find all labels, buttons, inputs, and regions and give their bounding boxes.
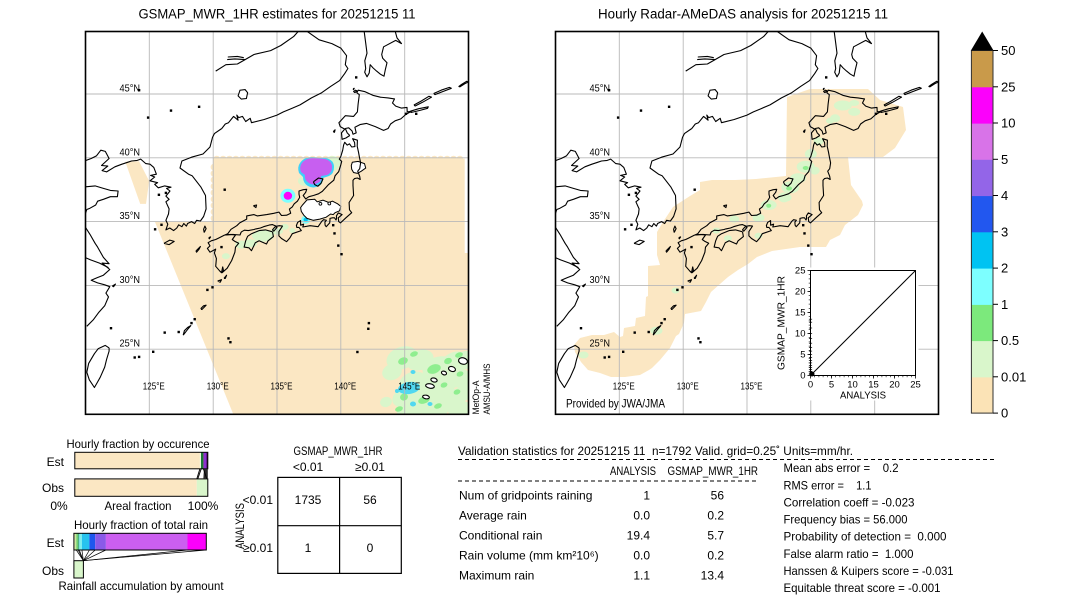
svg-text:1: 1 — [305, 541, 312, 555]
svg-text:Frequency bias = 56.000: Frequency bias = 56.000 — [784, 513, 908, 527]
svg-text:56: 56 — [363, 493, 377, 507]
svg-text:35°N: 35°N — [120, 210, 141, 222]
svg-text:0: 0 — [367, 541, 374, 555]
svg-text:Equitable threat score = -0.00: Equitable threat score = -0.001 — [784, 581, 941, 595]
svg-text:5: 5 — [1001, 152, 1008, 167]
svg-text:ANALYSIS: ANALYSIS — [610, 464, 656, 478]
svg-text:130°E: 130°E — [677, 380, 699, 392]
svg-text:45°N: 45°N — [590, 83, 611, 95]
svg-text:RMS error = 1.1: RMS error = 1.1 — [784, 478, 872, 492]
svg-text:25°N: 25°N — [590, 338, 611, 350]
svg-text:Correlation coeff = -0.023: Correlation coeff = -0.023 — [784, 495, 915, 509]
svg-text:40°N: 40°N — [590, 146, 611, 158]
svg-text:10: 10 — [1001, 116, 1015, 131]
svg-text:0.0: 0.0 — [633, 509, 650, 523]
svg-text:Rainfall accumulation by amoun: Rainfall accumulation by amount — [59, 579, 225, 593]
svg-text:False alarm ratio = 1.000: False alarm ratio = 1.000 — [784, 547, 914, 561]
svg-text:Provided by JWA/JMA: Provided by JWA/JMA — [566, 397, 665, 411]
svg-text:15: 15 — [795, 308, 806, 319]
svg-text:Est: Est — [47, 536, 65, 550]
svg-text:50: 50 — [1001, 43, 1015, 58]
svg-text:0.0: 0.0 — [633, 549, 650, 563]
svg-text:Obs: Obs — [42, 564, 64, 578]
svg-text:5: 5 — [800, 350, 805, 361]
svg-text:1735: 1735 — [295, 493, 322, 507]
svg-text:1: 1 — [1001, 297, 1008, 312]
svg-text:Hourly fraction by occurence: Hourly fraction by occurence — [67, 437, 210, 451]
svg-text:Rain volume (mm km²10⁶): Rain volume (mm km²10⁶) — [459, 549, 599, 563]
svg-text:4: 4 — [1001, 188, 1008, 203]
svg-text:30°N: 30°N — [590, 274, 611, 286]
svg-text:5: 5 — [829, 380, 834, 391]
svg-text:Mean abs error = 0.2: Mean abs error = 0.2 — [784, 461, 899, 475]
svg-text:Conditional rain: Conditional rain — [459, 529, 542, 543]
svg-text:Areal fraction: Areal fraction — [105, 499, 172, 513]
svg-text:Hourly Radar-AMeDAS analysis f: Hourly Radar-AMeDAS analysis for 2025121… — [598, 6, 888, 21]
svg-text:<0.01: <0.01 — [243, 493, 274, 507]
svg-text:GSMAP_MWR_1HR: GSMAP_MWR_1HR — [668, 464, 759, 478]
svg-text:13.4: 13.4 — [701, 569, 725, 583]
svg-text:Average rain: Average rain — [459, 509, 527, 523]
svg-text:25: 25 — [910, 380, 921, 391]
svg-text:1.1: 1.1 — [633, 569, 650, 583]
svg-text:0.01: 0.01 — [1001, 369, 1026, 384]
svg-text:56: 56 — [711, 489, 725, 503]
svg-text:0: 0 — [808, 380, 813, 391]
svg-text:25°N: 25°N — [120, 338, 141, 350]
svg-text:140°E: 140°E — [334, 380, 356, 392]
svg-text:GSMAP_MWR_1HR estimates for 20: GSMAP_MWR_1HR estimates for 20251215 11 — [139, 6, 416, 21]
svg-text:0%: 0% — [50, 499, 68, 513]
svg-text:ANALYSIS: ANALYSIS — [840, 390, 886, 402]
svg-text:15: 15 — [868, 380, 879, 391]
svg-text:<0.01: <0.01 — [293, 460, 324, 474]
svg-text:GSMAP_MWR_1HR: GSMAP_MWR_1HR — [294, 444, 383, 458]
svg-text:Hourly fraction of total rain: Hourly fraction of total rain — [74, 518, 208, 532]
svg-text:Hanssen & Kuipers score = -0.0: Hanssen & Kuipers score = -0.031 — [784, 564, 954, 578]
svg-text:19.4: 19.4 — [627, 529, 651, 543]
svg-text:100%: 100% — [188, 499, 219, 513]
svg-text:0: 0 — [800, 371, 805, 382]
svg-text:GSMAP_MWR_1HR: GSMAP_MWR_1HR — [776, 276, 788, 370]
svg-text:145°E: 145°E — [398, 380, 420, 392]
svg-text:0: 0 — [1001, 406, 1008, 421]
svg-text:20: 20 — [795, 287, 806, 298]
svg-text:135°E: 135°E — [271, 380, 293, 392]
svg-text:Est: Est — [47, 455, 65, 469]
svg-text:Probability of detection = 0.: Probability of detection = 0.000 — [784, 530, 947, 544]
svg-text:10: 10 — [795, 329, 806, 340]
svg-text:0.2: 0.2 — [707, 509, 724, 523]
svg-text:125°E: 125°E — [613, 380, 635, 392]
svg-text:10: 10 — [847, 380, 858, 391]
svg-text:Num of gridpoints raining: Num of gridpoints raining — [459, 489, 592, 503]
svg-text:0.5: 0.5 — [1001, 333, 1019, 348]
svg-text:0.2: 0.2 — [707, 549, 724, 563]
svg-text:20: 20 — [889, 380, 900, 391]
svg-text:30°N: 30°N — [120, 274, 141, 286]
svg-text:45°N: 45°N — [120, 83, 141, 95]
svg-text:2: 2 — [1001, 261, 1008, 276]
svg-text:125°E: 125°E — [143, 380, 165, 392]
svg-text:≥0.01: ≥0.01 — [243, 541, 273, 555]
svg-text:ANALYSIS: ANALYSIS — [233, 503, 247, 549]
svg-text:MetOp-A: MetOp-A — [471, 380, 482, 415]
svg-text:25: 25 — [1001, 79, 1015, 94]
svg-text:AMSU-A/MHS: AMSU-A/MHS — [482, 364, 493, 415]
svg-text:1: 1 — [643, 489, 650, 503]
svg-text:Maximum rain: Maximum rain — [459, 569, 534, 583]
svg-text:135°E: 135°E — [741, 380, 763, 392]
svg-text:Validation statistics for 2025: Validation statistics for 20251215 11 n=… — [458, 444, 853, 458]
svg-text:≥0.01: ≥0.01 — [355, 460, 385, 474]
svg-text:40°N: 40°N — [120, 146, 141, 158]
svg-text:5.7: 5.7 — [707, 529, 724, 543]
svg-text:Obs: Obs — [42, 481, 64, 495]
svg-text:3: 3 — [1001, 224, 1008, 239]
svg-text:25: 25 — [795, 266, 806, 277]
svg-text:130°E: 130°E — [207, 380, 229, 392]
svg-text:35°N: 35°N — [590, 210, 611, 222]
